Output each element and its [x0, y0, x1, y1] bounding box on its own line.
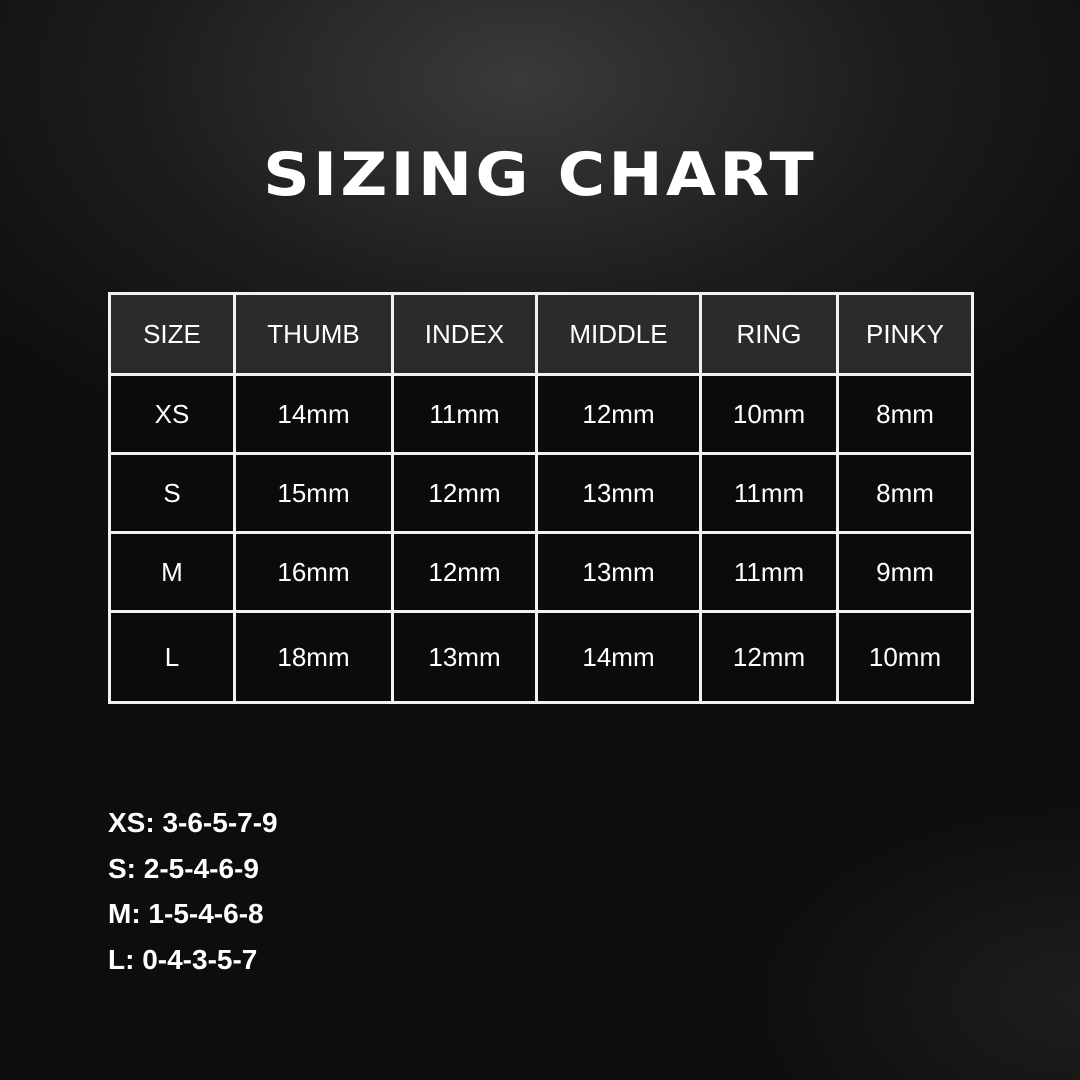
table-cell: 13mm [535, 531, 702, 613]
table-cell: 15mm [233, 452, 394, 534]
table-cell: 8mm [836, 452, 974, 534]
header-row: SIZE THUMB INDEX MIDDLE RING PINKY [108, 292, 974, 376]
size-note: M: 1-5-4-6-8 [108, 898, 264, 929]
table-cell: XS [108, 373, 236, 455]
size-note: S: 2-5-4-6-9 [108, 852, 259, 884]
header-cell: PINKY [836, 292, 974, 376]
size-note: XS: 3-6-5-7-9 [108, 807, 278, 838]
header-cell: SIZE [108, 292, 236, 376]
table-cell: 10mm [836, 610, 974, 704]
table-cell: 14mm [535, 610, 702, 704]
table-cell: 11mm [391, 373, 538, 455]
table-cell: L [108, 610, 236, 704]
table-cell: 12mm [699, 610, 839, 704]
table-row: XS 14mm 11mm 12mm 10mm 8mm [108, 373, 974, 455]
table-cell: 14mm [233, 373, 394, 455]
sizing-table: SIZE THUMB INDEX MIDDLE RING PINKY XS 14… [108, 292, 974, 704]
table-cell: 11mm [699, 452, 839, 534]
table-cell: 12mm [535, 373, 702, 455]
table-row: L 18mm 13mm 14mm 12mm 10mm [108, 610, 974, 704]
size-note: L: 0-4-3-5-7 [108, 943, 258, 975]
table-cell: 12mm [391, 452, 538, 534]
table-cell: M [108, 531, 236, 613]
table-cell: 13mm [535, 452, 702, 534]
header-cell: MIDDLE [535, 292, 702, 376]
header-cell: THUMB [233, 292, 394, 376]
table-cell: 16mm [233, 531, 394, 613]
size-notes: XS: 3-6-5-7-9 S: 2-5-4-6-9 M: 1-5-4-6-8 … [108, 800, 278, 982]
table-cell: 11mm [699, 531, 839, 613]
table-cell: 13mm [391, 610, 538, 704]
table-cell: 10mm [699, 373, 839, 455]
header-cell: RING [699, 292, 839, 376]
table-cell: S [108, 452, 236, 534]
table-row: M 16mm 12mm 13mm 11mm 9mm [108, 531, 974, 613]
header-cell: INDEX [391, 292, 538, 376]
table-cell: 18mm [233, 610, 394, 704]
table-row: S 15mm 12mm 13mm 11mm 8mm [108, 452, 974, 534]
page-title: SIZING CHART [263, 140, 817, 210]
table-cell: 9mm [836, 531, 974, 613]
table-cell: 12mm [391, 531, 538, 613]
table-cell: 8mm [836, 373, 974, 455]
